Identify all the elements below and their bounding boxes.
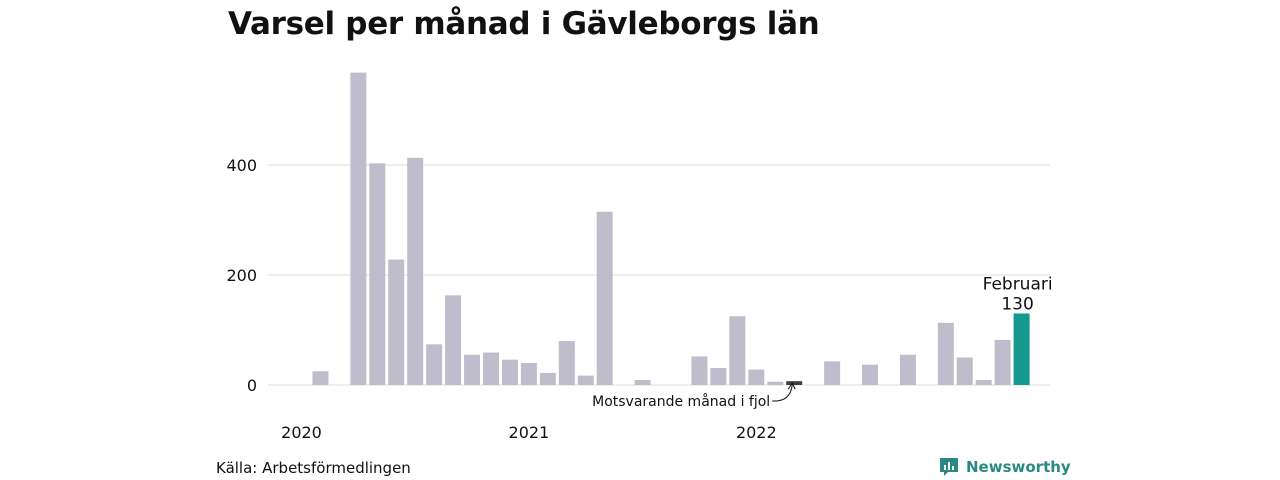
x-tick-label: 2022: [736, 423, 777, 442]
bar: [824, 361, 841, 385]
bar: [596, 211, 613, 385]
bar: [710, 367, 727, 385]
y-tick-label: 400: [226, 156, 257, 175]
bar-highlight: [1013, 313, 1030, 385]
bar: [501, 359, 518, 385]
bar: [691, 356, 708, 385]
bar: [975, 380, 992, 385]
bar: [369, 163, 386, 385]
bar: [558, 341, 575, 385]
brand-logo: Newsworthy: [938, 456, 1071, 478]
annotation-previous-year: Motsvarande månad i fjol: [592, 393, 770, 410]
bar: [577, 375, 594, 385]
brand-name: Newsworthy: [966, 458, 1071, 476]
y-tick-label: 0: [247, 376, 257, 395]
bar: [426, 344, 443, 385]
bar: [483, 352, 499, 385]
bars: [312, 72, 1030, 385]
x-axis-year-labels: 2020 2021 2022: [281, 423, 777, 442]
bar: [350, 72, 367, 385]
bar: [445, 295, 462, 385]
bar: [407, 157, 424, 385]
bar: [312, 371, 329, 385]
highlight-month-label: Februari: [983, 275, 1053, 295]
bar: [520, 363, 537, 385]
bar: [388, 259, 405, 385]
x-tick-label: 2021: [509, 423, 550, 442]
source-note: Källa: Arbetsförmedlingen: [216, 459, 411, 477]
bar: [767, 381, 784, 385]
bar-previous-year: [786, 381, 803, 385]
bar: [994, 339, 1011, 385]
newsworthy-logo-icon: [940, 458, 958, 476]
y-axis-ticks: 0 200 400: [226, 156, 257, 395]
annotations: Motsvarande månad i fjol Februari 130: [592, 275, 1052, 411]
bar: [862, 364, 878, 385]
x-tick-label: 2020: [281, 423, 322, 442]
bar: [937, 322, 954, 385]
bar: [899, 354, 916, 385]
bar: [956, 357, 973, 385]
y-tick-label: 200: [226, 266, 257, 285]
bar: [634, 380, 651, 385]
bar: [464, 354, 481, 385]
annotation-arrow: [772, 382, 796, 402]
bar: [748, 369, 765, 385]
chart-title: Varsel per månad i Gävleborgs län: [228, 6, 820, 42]
bar: [729, 316, 746, 385]
highlight-value-label: 130: [1001, 295, 1033, 315]
bar: [539, 372, 556, 385]
